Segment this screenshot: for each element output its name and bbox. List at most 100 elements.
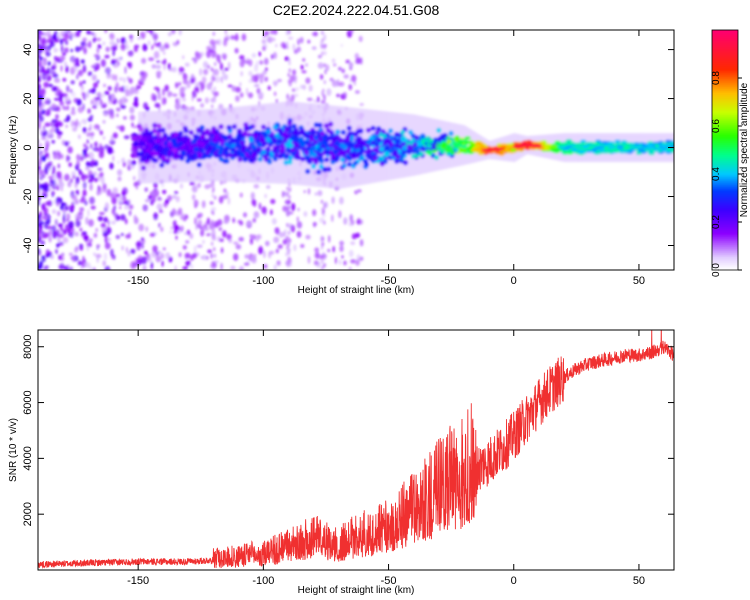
colorbar-swatch: [712, 128, 738, 131]
colorbar-swatch: [712, 252, 738, 255]
colorbar-swatch: [712, 38, 738, 41]
colorbar-swatch: [712, 44, 738, 47]
colorbar-swatch: [712, 188, 738, 191]
colorbar-swatch: [712, 268, 738, 271]
colorbar-swatch: [712, 160, 738, 163]
snr-frame: [37, 329, 675, 571]
colorbar-swatch: [712, 108, 738, 111]
colorbar-swatch: [712, 46, 738, 49]
snr-x-tick-label: -100: [252, 575, 274, 587]
colorbar-swatch: [712, 116, 738, 119]
spectrogram-x-tick-label: -50: [381, 275, 397, 287]
spectrogram-x-ticks: -150 -100 -50 0 50: [127, 30, 645, 287]
colorbar-swatch: [712, 244, 738, 247]
colorbar-swatch: [712, 58, 738, 61]
colorbar-swatch: [712, 114, 738, 117]
spectrogram-x-tick-label: -100: [252, 275, 274, 287]
colorbar-swatch: [712, 112, 738, 115]
colorbar-swatch: [712, 74, 738, 77]
colorbar-swatch: [712, 254, 738, 257]
colorbar-swatch: [712, 78, 738, 81]
spectrogram-y-tick-label: -20: [22, 189, 34, 205]
colorbar-swatch: [712, 234, 738, 237]
colorbar-swatch: [712, 200, 738, 203]
colorbar-swatch: [712, 186, 738, 189]
colorbar-swatch: [712, 260, 738, 263]
colorbar-swatch: [712, 176, 738, 179]
colorbar-swatch: [712, 142, 738, 145]
colorbar-swatch: [712, 230, 738, 233]
colorbar-swatch: [712, 156, 738, 159]
colorbar-swatch: [712, 70, 738, 73]
colorbar-tick-label: 0.8: [711, 71, 722, 85]
colorbar-swatch: [712, 184, 738, 187]
colorbar-swatch: [712, 182, 738, 185]
colorbar-swatch: [712, 110, 738, 113]
colorbar-swatch: [712, 206, 738, 209]
colorbar-swatch: [712, 146, 738, 149]
colorbar-swatch: [712, 262, 738, 265]
colorbar-ticks: 0.0 0.2 0.4 0.6 0.8: [711, 71, 742, 277]
colorbar-swatch: [712, 196, 738, 199]
snr-y-tick-label: 8000: [22, 335, 34, 359]
colorbar-swatch: [712, 204, 738, 207]
colorbar-swatch: [712, 220, 738, 223]
colorbar-swatch: [712, 170, 738, 173]
snr-x-axis-label: Height of straight line (km): [298, 585, 415, 596]
spectrogram-y-axis-label: Frequency (Hz): [8, 116, 19, 185]
spectrogram-y-tick-label: 40: [22, 43, 34, 55]
colorbar-swatch: [712, 132, 738, 135]
colorbar-tick-label: 0.6: [711, 119, 722, 133]
colorbar-swatch: [712, 96, 738, 99]
colorbar-swatch: [712, 164, 738, 167]
colorbar-swatch: [712, 172, 738, 175]
spectrogram-ridge: [130, 101, 674, 189]
colorbar-swatch: [712, 248, 738, 251]
colorbar-swatch: [712, 240, 738, 243]
colorbar-swatch: [712, 144, 738, 147]
colorbar-label: Normalized spectral amplitude: [739, 82, 750, 217]
colorbar-swatch: [712, 98, 738, 101]
colorbar-swatch: [712, 90, 738, 93]
spectrogram-heat-layer: [38, 30, 674, 270]
colorbar-swatch: [712, 222, 738, 225]
colorbar-swatch: [712, 150, 738, 153]
colorbar-gradient: [711, 29, 739, 271]
colorbar-swatch: [712, 192, 738, 195]
colorbar-swatch: [712, 30, 738, 33]
colorbar-swatch: [712, 62, 738, 65]
spectrogram-y-tick-label: 0: [22, 144, 34, 150]
colorbar-swatch: [712, 224, 738, 227]
spectrogram-x-tick-label: 50: [633, 275, 645, 287]
colorbar-swatch: [712, 36, 738, 39]
colorbar-swatch: [712, 194, 738, 197]
colorbar-swatch: [712, 126, 738, 129]
colorbar-swatch: [712, 266, 738, 269]
colorbar-swatch: [712, 88, 738, 91]
colorbar-frame: [711, 29, 739, 271]
colorbar-swatch: [712, 100, 738, 103]
colorbar-swatch: [712, 94, 738, 97]
colorbar-swatch: [712, 216, 738, 219]
colorbar-swatch: [712, 264, 738, 267]
colorbar-swatch: [712, 168, 738, 171]
colorbar-swatch: [712, 178, 738, 181]
colorbar-swatch: [712, 54, 738, 57]
figure-title: C2E2.2024.222.04.51.G08: [273, 2, 440, 18]
spectrogram-y-ticks: -40 -20 0 20 40: [22, 43, 674, 253]
snr-y-tick-label: 6000: [22, 390, 34, 414]
colorbar-swatch: [712, 92, 738, 95]
colorbar-swatch: [712, 162, 738, 165]
colorbar-tick-label: 0.2: [711, 215, 722, 229]
colorbar-swatch: [712, 256, 738, 259]
colorbar-swatch: [712, 158, 738, 161]
spectrogram-x-tick-label: 0: [511, 275, 517, 287]
colorbar-tick-label: 0.4: [711, 167, 722, 181]
colorbar-swatch: [712, 198, 738, 201]
colorbar-swatch: [712, 228, 738, 231]
snr-x-tick-label: -150: [127, 575, 149, 587]
colorbar-swatch: [712, 34, 738, 37]
snr-x-tick-label: -50: [381, 575, 397, 587]
colorbar-swatch: [712, 180, 738, 183]
snr-x-tick-label: 0: [511, 575, 517, 587]
